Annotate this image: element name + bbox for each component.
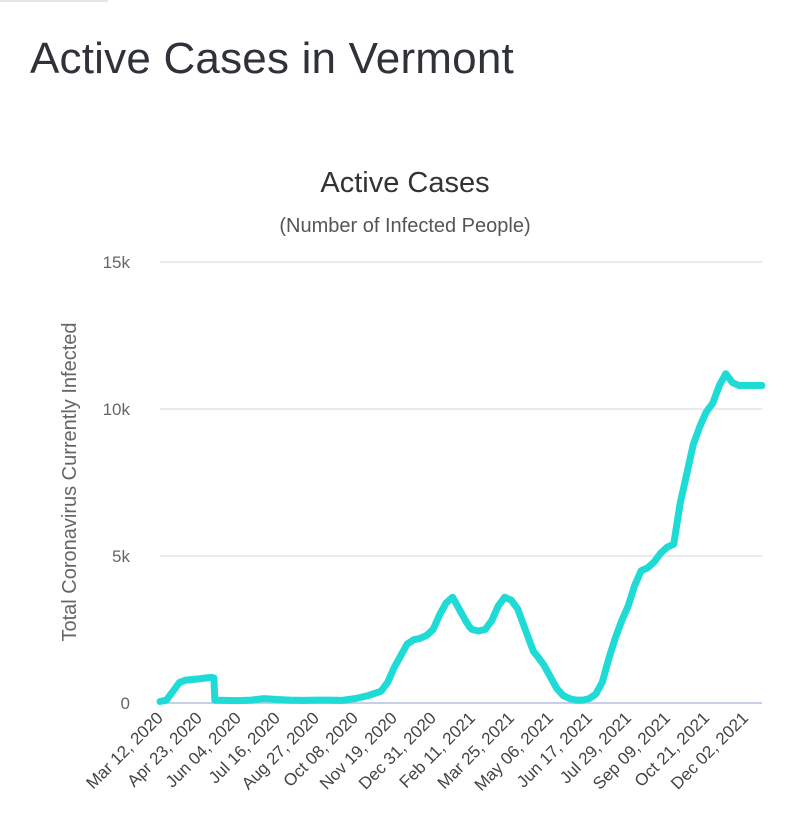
y-axis-ticks: 0 5k 10k 15k (103, 253, 131, 713)
top-divider (0, 0, 108, 2)
y-axis-label: Total Coronavirus Currently Infected (59, 322, 81, 641)
page-title: Active Cases in Vermont (30, 34, 514, 83)
y-tick-label: 15k (103, 253, 131, 272)
y-tick-label: 5k (112, 547, 130, 566)
y-tick-label: 10k (103, 400, 131, 419)
active-cases-line (156, 370, 766, 705)
series-group (156, 370, 766, 705)
chart-title: Active Cases (320, 167, 489, 199)
y-tick-label: 0 (121, 694, 130, 713)
grid (160, 261, 762, 704)
chart-subtitle: (Number of Infected People) (279, 215, 530, 237)
